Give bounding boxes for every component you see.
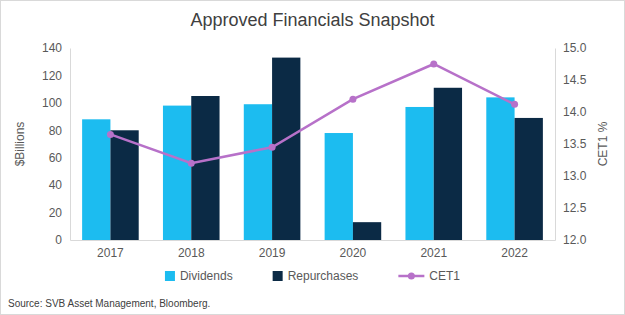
marker — [511, 101, 518, 108]
tick: 13.5 — [555, 137, 587, 151]
legend-label: Repurchases — [288, 269, 359, 283]
bar — [110, 130, 138, 240]
bar — [515, 118, 543, 240]
legend-item: Dividends — [165, 269, 233, 283]
tick-label: 2017 — [97, 246, 124, 260]
tick: 2019 — [259, 240, 286, 260]
tick-label: 12.5 — [563, 201, 587, 215]
bar — [82, 119, 110, 240]
marker — [430, 61, 437, 68]
marker — [349, 96, 356, 103]
legend-item: Repurchases — [273, 269, 359, 283]
tick: 80 — [49, 124, 70, 138]
tick-label: 2022 — [501, 246, 528, 260]
x-axis: 2017 2018 2019 2020 2021 2022 — [71, 240, 556, 260]
y2-axis: 12.0 12.5 13.0 13.5 14.0 14.5 15.0 — [555, 41, 587, 247]
bar — [405, 107, 433, 240]
bar — [191, 96, 219, 240]
legend-symbol — [165, 271, 175, 281]
tick: 12.0 — [555, 233, 587, 247]
tick: 120 — [42, 69, 70, 83]
bar-series — [110, 58, 542, 240]
tick: 2017 — [97, 240, 124, 260]
marks — [82, 58, 543, 240]
tick-label: 2019 — [259, 246, 286, 260]
marker — [107, 131, 114, 138]
tick: 40 — [49, 178, 70, 192]
tick: 12.5 — [555, 201, 587, 215]
tick-label: 15.0 — [563, 41, 587, 55]
frame — [1, 1, 625, 315]
chart: 2017 2018 2019 2020 2021 2022 0 20 40 60 80 100 120 1… — [0, 0, 625, 315]
tick: 60 — [49, 151, 70, 165]
markers — [107, 61, 518, 167]
legend-symbol — [408, 273, 415, 280]
tick-label: 2018 — [178, 246, 205, 260]
legend: Dividends Repurchases CET1 — [165, 269, 460, 283]
tick-label: 100 — [42, 96, 62, 110]
title: Approved Financials Snapshot — [190, 10, 434, 30]
tick-label: 120 — [42, 69, 62, 83]
y2-axis-title: CET1 % — [596, 121, 610, 166]
tick: 14.5 — [555, 73, 587, 87]
tick: 100 — [42, 96, 70, 110]
tick: 2021 — [420, 240, 447, 260]
tick: 0 — [55, 233, 70, 247]
tick-label: 20 — [49, 206, 63, 220]
legend-symbol — [273, 271, 283, 281]
source: Source: SVB Asset Management, Bloomberg. — [8, 298, 210, 309]
tick: 2018 — [178, 240, 205, 260]
bar — [244, 104, 272, 240]
line — [110, 64, 514, 163]
tick-label: 140 — [42, 41, 62, 55]
tick-label: 14.0 — [563, 105, 587, 119]
bar — [272, 58, 300, 240]
axis-line — [70, 49, 71, 241]
legend-label: CET1 — [429, 269, 460, 283]
marker — [188, 160, 195, 167]
axis-line — [71, 240, 556, 241]
marker — [269, 144, 276, 151]
bar — [163, 106, 191, 240]
legend-label: Dividends — [180, 269, 233, 283]
axis-line — [555, 49, 556, 241]
tick: 2022 — [501, 240, 528, 260]
tick-label: 40 — [49, 178, 63, 192]
tick-label: 80 — [49, 124, 63, 138]
tick: 140 — [42, 41, 70, 55]
tick: 13.0 — [555, 169, 587, 183]
bar — [434, 88, 462, 240]
tick: 20 — [49, 206, 70, 220]
bar — [353, 222, 381, 240]
tick: 15.0 — [555, 41, 587, 55]
tick-label: 60 — [49, 151, 63, 165]
y-axis-title: $Billions — [13, 122, 27, 167]
bar — [325, 133, 353, 240]
plot: 2017 2018 2019 2020 2021 2022 0 20 40 60 80 100 120 1… — [42, 41, 587, 259]
tick-label: 14.5 — [563, 73, 587, 87]
tick: 14.0 — [555, 105, 587, 119]
tick-label: 0 — [55, 233, 62, 247]
tick-label: 2021 — [420, 246, 447, 260]
legend-item: CET1 — [398, 269, 460, 283]
y-axis: 0 20 40 60 80 100 120 140 — [42, 41, 71, 247]
tick-label: 12.0 — [563, 233, 587, 247]
tick-label: 2020 — [340, 246, 367, 260]
tick-label: 13.0 — [563, 169, 587, 183]
tick: 2020 — [340, 240, 367, 260]
tick-label: 13.5 — [563, 137, 587, 151]
bar — [486, 97, 514, 240]
